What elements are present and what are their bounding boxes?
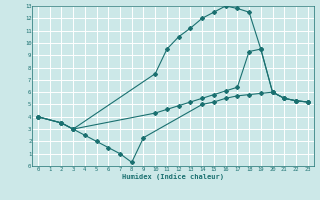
X-axis label: Humidex (Indice chaleur): Humidex (Indice chaleur) xyxy=(122,173,224,180)
